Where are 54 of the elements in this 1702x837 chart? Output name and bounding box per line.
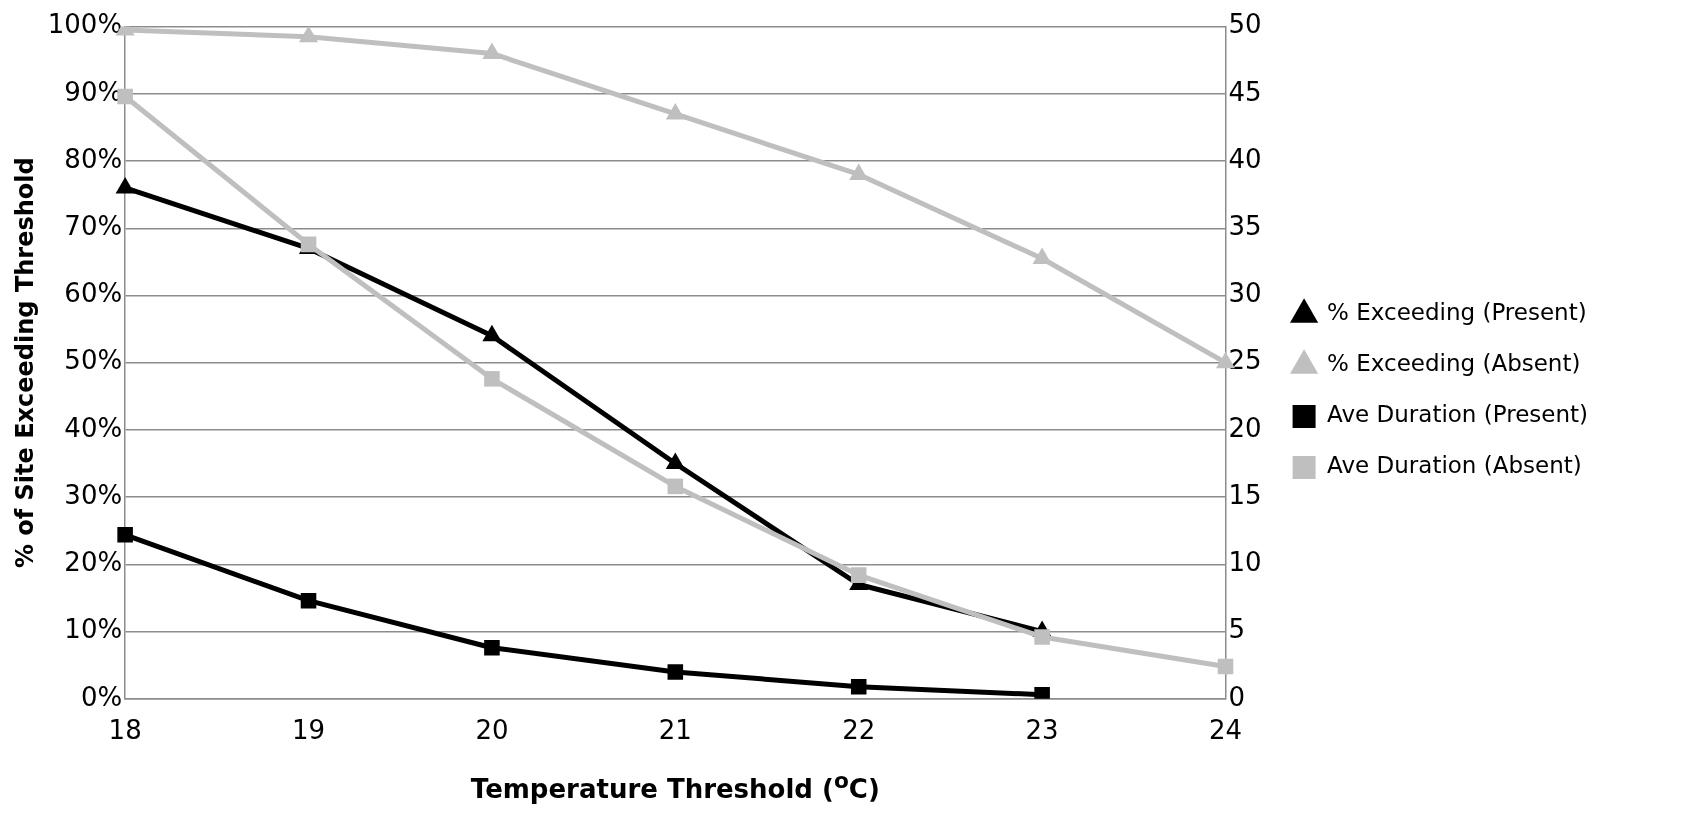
- point: [299, 26, 319, 43]
- y2-tick-label: 5: [1228, 614, 1246, 645]
- point: [665, 452, 685, 470]
- y-tick-label: 30%: [64, 479, 123, 510]
- point: [484, 639, 500, 656]
- point: [115, 176, 135, 194]
- legend-label: % Exceeding (Present): [1327, 299, 1587, 326]
- point: [667, 478, 684, 495]
- x-tick-label: 21: [658, 715, 692, 746]
- y2-tick-label: 25: [1228, 345, 1262, 376]
- x-tick-label: 20: [475, 715, 509, 746]
- y2-tick-label: 20: [1228, 412, 1262, 443]
- legend-label: % Exceeding (Absent): [1327, 350, 1581, 377]
- x-axis-title: Temperature Threshold ($^{o}$C): [469, 768, 881, 804]
- y2-tick-label: 45: [1228, 76, 1262, 107]
- y-tick-label: 80%: [64, 143, 123, 174]
- point: [850, 678, 867, 695]
- point: [667, 664, 684, 680]
- y-axis-title: % of Site Exceeding Threshold: [10, 157, 39, 569]
- point: [850, 567, 867, 583]
- point: [117, 527, 133, 543]
- y-tick-label: 20%: [64, 547, 123, 578]
- y-tick-label: 0%: [80, 681, 123, 712]
- point: [484, 371, 500, 387]
- y2-tick-label: 0: [1228, 681, 1246, 712]
- y2-tick-label: 30: [1228, 278, 1262, 309]
- y-tick-label: 70%: [64, 211, 123, 242]
- x-tick-label: 23: [1025, 715, 1059, 746]
- point: [1034, 629, 1050, 645]
- y2-tick-label: 35: [1228, 211, 1262, 242]
- y2-tick-label: 15: [1228, 479, 1262, 510]
- y2-tick-label: 40: [1228, 143, 1262, 174]
- y-tick-label: 40%: [64, 412, 123, 443]
- y-tick-label: 10%: [64, 614, 123, 645]
- x-tick-label: 18: [108, 715, 142, 746]
- y-tick-label: 100%: [47, 9, 123, 40]
- point: [1032, 247, 1052, 265]
- x-tick-label: 24: [1208, 715, 1243, 746]
- legend-label: Ave Duration (Absent): [1327, 452, 1582, 479]
- x-tick-label: 22: [842, 715, 876, 746]
- y-tick-label: 50%: [64, 345, 123, 376]
- y-tick-label: 90%: [64, 76, 123, 107]
- point: [665, 102, 685, 120]
- point: [482, 324, 502, 342]
- point: [482, 42, 502, 59]
- x-tick-label: 19: [291, 715, 326, 746]
- y2-tick-label: 10: [1228, 547, 1262, 578]
- y2-tick-label: 50: [1228, 9, 1262, 40]
- point: [300, 592, 317, 609]
- point: [849, 163, 869, 180]
- point: [1217, 658, 1234, 675]
- point: [117, 88, 133, 105]
- legend-label: Ave Duration (Present): [1327, 401, 1588, 428]
- y-tick-label: 60%: [64, 278, 123, 309]
